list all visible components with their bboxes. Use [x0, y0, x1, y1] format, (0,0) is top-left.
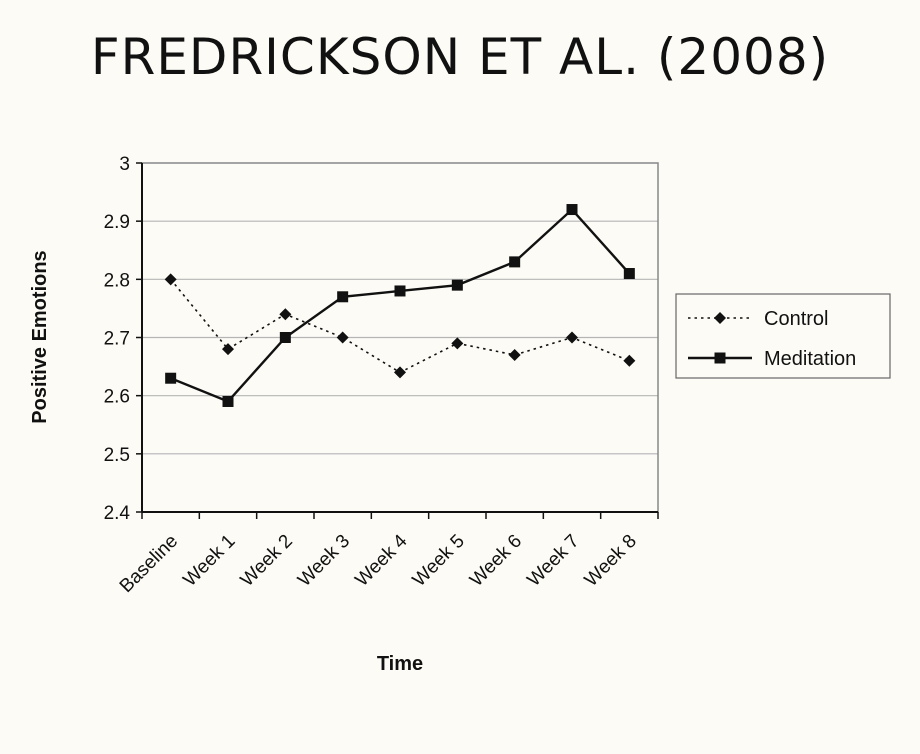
- data-point-diamond: [336, 331, 349, 344]
- data-point-diamond: [451, 337, 464, 350]
- y-tick-label: 3: [119, 154, 130, 175]
- y-tick-label: 2.5: [104, 445, 130, 466]
- y-tick-labels: 2.4 2.5 2.6 2.7 2.8 2.9 3: [104, 154, 131, 524]
- data-point-diamond: [279, 308, 292, 321]
- x-tick-label: Week 5: [409, 531, 469, 591]
- data-point-square: [451, 279, 463, 291]
- x-tick-label: Week 3: [294, 531, 354, 591]
- data-point-diamond: [222, 343, 234, 356]
- y-tick-label: 2.6: [104, 387, 130, 408]
- axes: [136, 162, 659, 519]
- data-point-diamond: [623, 354, 636, 367]
- y-tick-label: 2.9: [104, 212, 130, 233]
- series-control: [164, 273, 636, 379]
- data-point-square: [337, 291, 349, 303]
- data-point-square: [222, 395, 234, 407]
- legend: Control Meditation: [675, 293, 891, 379]
- data-point-diamond: [714, 312, 726, 324]
- x-axis-title: Time: [377, 653, 423, 675]
- x-tick-label: Week 1: [179, 531, 239, 591]
- x-tick-label: Week 2: [237, 531, 297, 591]
- data-point-square: [509, 256, 521, 268]
- data-point-square: [279, 332, 291, 343]
- y-tick-label: 2.8: [104, 270, 130, 291]
- x-tick-label: Week 8: [581, 531, 641, 591]
- data-point-square: [566, 204, 578, 216]
- legend-box: [675, 293, 891, 379]
- legend-label: Meditation: [764, 348, 856, 370]
- y-tick-label: 2.7: [104, 329, 130, 350]
- slide-title: FREDRICKSON ET AL. (2008): [90, 28, 830, 86]
- data-point-diamond: [164, 273, 177, 286]
- data-point-square: [714, 352, 726, 364]
- y-axis-title: Positive Emotions: [29, 250, 51, 423]
- data-point-diamond: [508, 348, 521, 361]
- x-tick-label: Week 7: [523, 531, 583, 591]
- data-point-square: [165, 372, 177, 384]
- x-tick-label: Week 6: [466, 531, 526, 591]
- legend-label: Control: [764, 308, 828, 330]
- gridlines: [142, 220, 658, 455]
- series: [164, 204, 636, 407]
- data-point-diamond: [394, 366, 406, 379]
- data-point-square: [394, 285, 406, 297]
- series-meditation: [165, 204, 635, 407]
- x-tick-label: Week 4: [351, 530, 411, 590]
- y-tick-label: 2.4: [104, 503, 131, 524]
- data-point-diamond: [566, 331, 578, 344]
- data-point-square: [623, 268, 635, 280]
- x-tick-label: Baseline: [116, 531, 182, 597]
